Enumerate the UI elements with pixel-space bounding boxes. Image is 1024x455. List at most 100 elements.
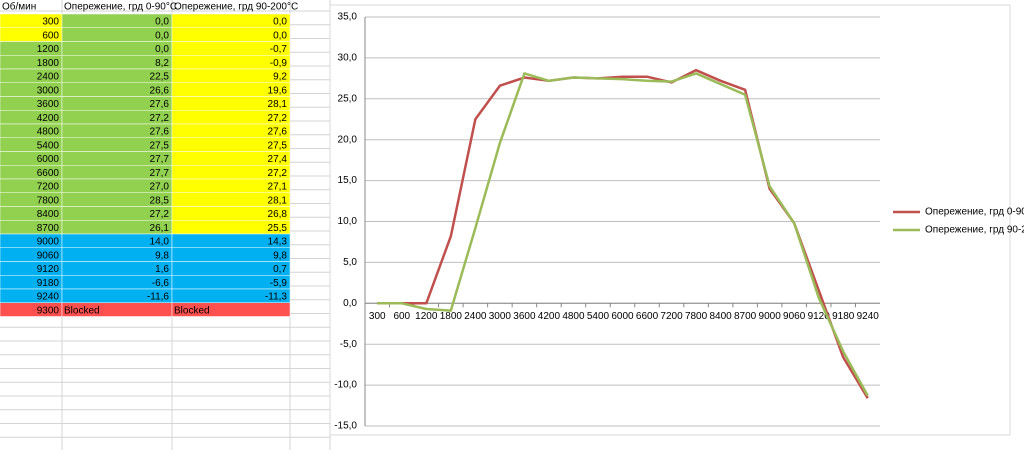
cell-text: -6,6: [152, 278, 170, 289]
cell-text: 8700: [37, 223, 60, 234]
cell-text: 0,0: [273, 30, 287, 41]
cell-text: 25,5: [268, 223, 288, 234]
cell-text: 8,2: [155, 58, 169, 69]
cell-text: 27,2: [268, 168, 288, 179]
cell-text: 0,0: [273, 17, 287, 28]
cell-text: 4200: [37, 113, 60, 124]
cell-text: 3000: [37, 85, 60, 96]
cell-text: 0,7: [273, 264, 287, 275]
cell-text: 22,5: [150, 72, 170, 83]
cell-text: 1,6: [155, 264, 169, 275]
cell-text: -0,9: [270, 58, 288, 69]
legend-label: Опережение, грд 90-200°C: [925, 225, 1024, 236]
header-cell: Опережение, грд 90-200°C: [174, 2, 298, 13]
cell-text: Blocked: [64, 305, 100, 316]
cell-text: 7800: [37, 195, 60, 206]
cell-text: 27,2: [268, 113, 288, 124]
cell-text: 6000: [37, 154, 60, 165]
cell-text: 27,0: [150, 182, 170, 193]
cell-text: 5400: [37, 140, 60, 151]
cell-text: 27,6: [268, 127, 288, 138]
cell-text: 4800: [37, 127, 60, 138]
cell-text: 600: [42, 30, 59, 41]
cell-text: -11,3: [265, 292, 287, 303]
x-tick-label: 9120: [808, 311, 831, 322]
cell-text: 9000: [37, 237, 60, 248]
y-tick-label: 0,0: [343, 298, 357, 309]
cell-text: 9300: [37, 305, 60, 316]
cell-text: 0,0: [155, 17, 169, 28]
x-tick-label: 300: [369, 311, 386, 322]
cell-text: 9120: [37, 264, 60, 275]
y-tick-label: 15,0: [338, 175, 358, 186]
cell-text: 28,1: [268, 195, 288, 206]
x-tick-label: 8400: [709, 311, 732, 322]
cell-text: 27,4: [268, 154, 288, 165]
x-tick-label: 4200: [538, 311, 561, 322]
y-tick-label: 20,0: [338, 134, 358, 145]
cell-text: 19,6: [268, 85, 288, 96]
x-tick-label: 2400: [464, 311, 487, 322]
x-tick-label: 1800: [440, 311, 463, 322]
y-tick-label: 10,0: [338, 216, 358, 227]
cell-text: 27,2: [150, 113, 170, 124]
cell-text: -0,7: [270, 44, 288, 55]
cell-fill: [171, 302, 291, 317]
cell-text: 9,8: [273, 250, 287, 261]
x-tick-label: 4800: [562, 311, 585, 322]
header-cell: Об/мин: [2, 1, 36, 13]
data-table: Об/мин Опережение, грд 0-90°CОпережение, …: [0, 1, 298, 317]
series-line: [377, 72, 869, 397]
cell-text: -11,6: [147, 292, 169, 303]
cell-text: Blocked: [174, 305, 210, 316]
cell-text: 9240: [37, 292, 60, 303]
y-tick-label: 35,0: [338, 12, 358, 23]
cell-text: 8400: [37, 209, 60, 220]
cell-text: 27,1: [268, 182, 288, 193]
cell-text: 6600: [37, 168, 60, 179]
x-tick-label: 5400: [587, 311, 610, 322]
x-tick-label: 600: [393, 311, 410, 322]
x-tick-label: 3600: [513, 311, 536, 322]
cell-text: 27,6: [150, 127, 170, 138]
x-tick-label: 7200: [660, 311, 683, 322]
cell-text: 1800: [37, 58, 60, 69]
y-tick-label: -10,0: [334, 380, 357, 391]
cell-text: 27,7: [150, 168, 170, 179]
cell-text: 27,5: [150, 140, 170, 151]
cell-text: 14,3: [268, 237, 288, 248]
cell-text: 2400: [37, 72, 60, 83]
cell-text: 9060: [37, 250, 60, 261]
cell-text: 14,0: [150, 237, 170, 248]
chart-area: [329, 4, 1011, 436]
header-cell: Опережение, грд 0-90°C: [64, 2, 177, 13]
cell-text: 9,8: [155, 250, 169, 261]
y-tick-label: 5,0: [343, 257, 357, 268]
x-tick-label: 6600: [636, 311, 659, 322]
cell-text: -5,9: [270, 278, 288, 289]
x-tick-label: 3000: [489, 311, 512, 322]
cell-text: 26,8: [268, 209, 288, 220]
chart: -15,0 -10,0 -5,0 0,0 5,0 10,0 15,0 20,0 25,0 30,0…: [334, 12, 1024, 432]
cell-text: 27,7: [150, 154, 170, 165]
legend-label: Опережение, грд 0-90°C: [925, 207, 1024, 218]
cell-text: 28,1: [268, 99, 288, 110]
y-tick-label: -5,0: [340, 339, 358, 350]
y-tick-label: 25,0: [338, 93, 358, 104]
x-tick-label: 9000: [759, 311, 782, 322]
cell-text: 0,0: [155, 30, 169, 41]
cell-text: 300: [42, 17, 59, 28]
x-tick-label: 8700: [734, 311, 757, 322]
cell-text: 7200: [37, 182, 60, 193]
cell-text: 26,6: [150, 85, 170, 96]
cell-text: 27,2: [150, 209, 170, 220]
cell-text: 27,6: [150, 99, 170, 110]
cell-text: 1200: [37, 44, 60, 55]
cell-text: 28,5: [150, 195, 170, 206]
cell-text: 9,2: [273, 72, 287, 83]
cell-text: 26,1: [150, 223, 170, 234]
x-tick-label: 9240: [857, 311, 880, 322]
cell-text: 27,5: [268, 140, 288, 151]
